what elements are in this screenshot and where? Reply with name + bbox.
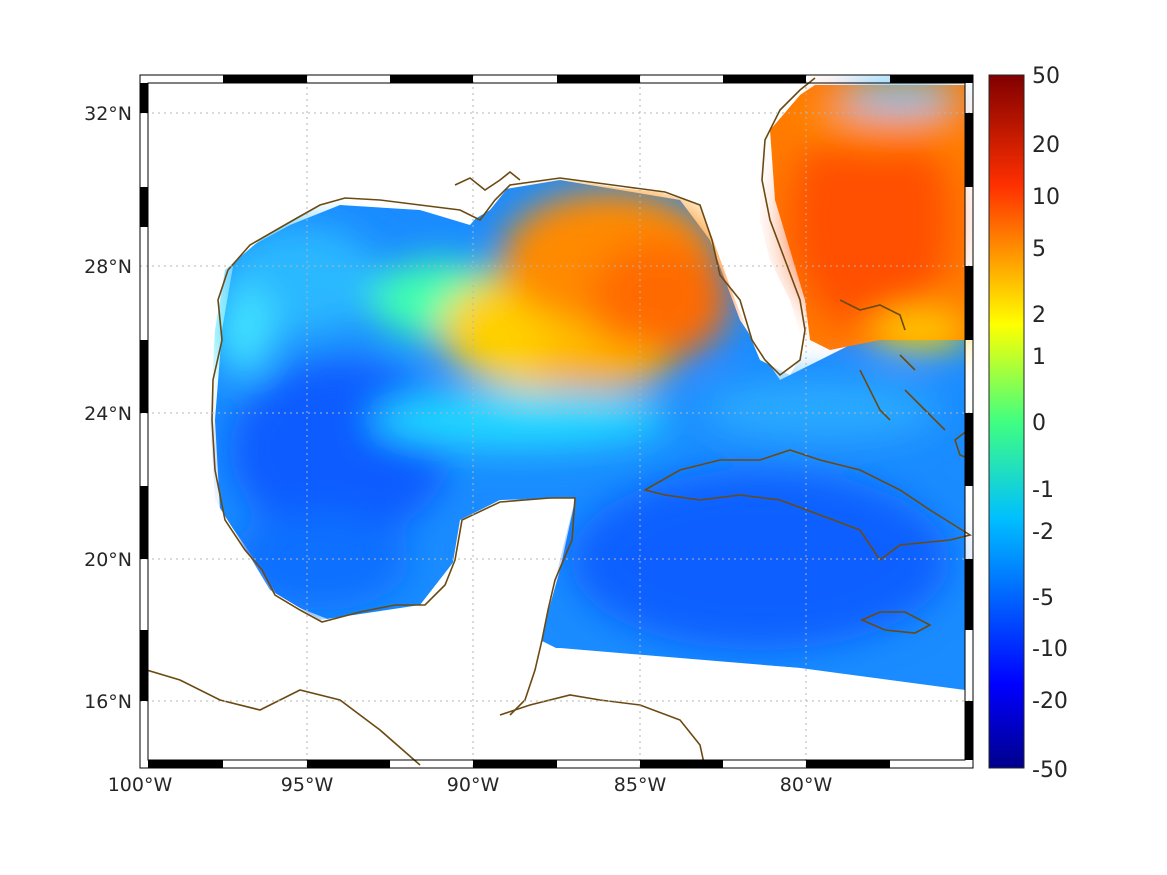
frame-right-seg-2: [965, 266, 973, 340]
colorbar-gradient: [988, 74, 1025, 769]
colorbar: 50 20 10 5 2 1 0 -1 -2 -5 -10 -20 -50: [988, 64, 1068, 783]
coastline-cuba: [642, 449, 973, 562]
land-central-america: [140, 648, 973, 768]
frame-bottom-seg-2: [307, 760, 390, 768]
land-mexico: [140, 270, 575, 690]
x-axis-labels: 100°W 95°W 90°W 85°W 80°W: [108, 774, 833, 796]
colorbar-labels: 50 20 10 5 2 1 0 -1 -2 -5 -10 -20 -50: [1032, 64, 1068, 783]
field-atlantic-sky: [840, 80, 960, 110]
field-straits-cyan: [700, 380, 940, 440]
field-cyan-band: [370, 390, 670, 450]
colorbar-label: 0: [1032, 411, 1046, 436]
frame-left-seg-1: [140, 83, 148, 113]
x-tick-label: 95°W: [281, 774, 334, 796]
frame-top-seg-5: [890, 75, 973, 83]
y-tick-label: 16°N: [84, 691, 132, 713]
frame-bottom-seg-1: [148, 760, 223, 768]
field-sw-blue: [230, 510, 410, 610]
frame-right-seg-5: [965, 701, 973, 760]
grid-lines: [140, 75, 973, 768]
coastline-mexico-west: [211, 269, 576, 716]
field-ne-deep-orange: [590, 240, 730, 360]
field-bahamas-yellow: [870, 310, 970, 350]
x-tick-label: 100°W: [108, 774, 173, 796]
frame-bottom-seg-3: [473, 760, 557, 768]
field-loop-core: [530, 340, 670, 390]
coastlines: [140, 77, 973, 768]
frame-left-seg-5: [140, 630, 148, 701]
colorbar-label: 1: [1032, 345, 1046, 370]
frame-right-seg-1: [965, 113, 973, 187]
colorbar-label: 5: [1032, 237, 1046, 262]
coastline-gulf: [227, 77, 816, 377]
y-tick-label: 24°N: [84, 403, 132, 425]
colorbar-label: -50: [1032, 758, 1068, 783]
colorbar-label: 10: [1032, 185, 1060, 210]
frame-right-seg-3: [965, 413, 973, 486]
y-tick-label: 28°N: [84, 256, 132, 278]
field-atlantic-red: [790, 110, 950, 330]
field-caribbean-blue: [570, 470, 950, 650]
colorbar-label: 20: [1032, 133, 1060, 158]
coastline-mississippi-delta: [454, 170, 521, 191]
frame-bottom-seg-4: [640, 760, 723, 768]
colorbar-label: 2: [1032, 303, 1046, 328]
coastline-bahamas: [839, 299, 946, 431]
x-tick-label: 80°W: [780, 774, 833, 796]
coastline-hispaniola: [954, 428, 973, 461]
frame-top-seg-2: [390, 75, 473, 83]
frame-bottom-seg-5: [806, 760, 890, 768]
colorbar-label: -1: [1032, 478, 1054, 503]
x-tick-label: 85°W: [614, 774, 667, 796]
land-us-gulf: [140, 75, 815, 375]
coastline-jamaica: [860, 611, 932, 634]
frame-top-seg-4: [723, 75, 806, 83]
frame-left-seg-3: [140, 340, 148, 413]
frame-left-seg-4: [140, 486, 148, 559]
x-tick-label: 90°W: [447, 774, 500, 796]
colorbar-label: 50: [1032, 64, 1060, 89]
ocean-field: [140, 75, 973, 768]
y-tick-label: 32°N: [84, 103, 132, 125]
colorbar-label: -2: [1032, 520, 1054, 545]
map-frame: [139, 74, 974, 769]
coastline-honduras: [499, 694, 706, 768]
colorbar-label: -5: [1032, 586, 1054, 611]
frame-right-seg-4: [965, 559, 973, 630]
colorbar-label: -20: [1032, 689, 1068, 714]
coastline-central-america: [140, 667, 421, 766]
y-tick-label: 20°N: [84, 549, 132, 571]
colorbar-label: -10: [1032, 637, 1068, 662]
frame-top-seg-1: [223, 75, 307, 83]
y-axis-labels: 32°N 28°N 24°N 20°N 16°N: [84, 103, 132, 713]
frame-top-seg-3: [557, 75, 640, 83]
field-w-cyan: [215, 285, 275, 375]
frame-left-seg-2: [140, 187, 148, 227]
